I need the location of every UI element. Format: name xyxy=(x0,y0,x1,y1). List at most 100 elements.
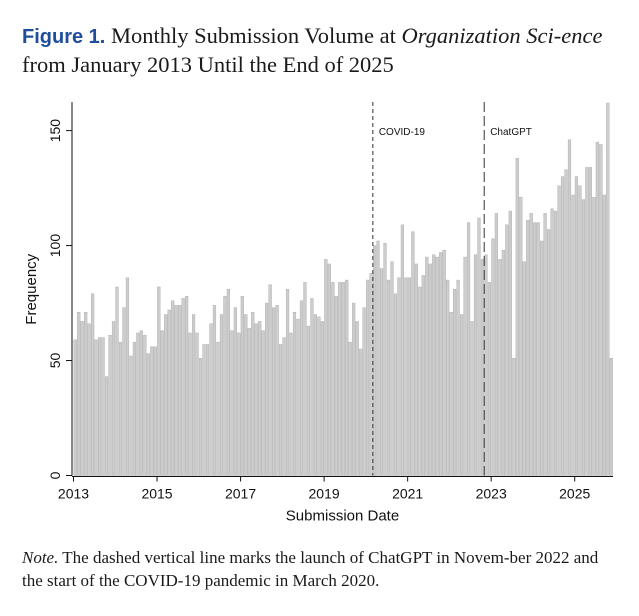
x-tick-label: 2013 xyxy=(58,486,89,502)
bar xyxy=(557,185,561,476)
bar xyxy=(157,286,161,476)
bar xyxy=(320,321,324,476)
bar xyxy=(599,144,603,476)
note-label: Note. xyxy=(22,548,59,567)
bar xyxy=(101,337,105,476)
bar xyxy=(359,348,363,476)
bar xyxy=(442,249,446,476)
y-axis-label: Frequency xyxy=(23,253,40,324)
bar xyxy=(334,295,338,476)
bar xyxy=(317,316,321,476)
bar xyxy=(428,263,432,476)
bar xyxy=(146,353,150,476)
bar xyxy=(327,263,331,476)
bar xyxy=(108,335,112,476)
bar xyxy=(383,243,387,476)
bar xyxy=(205,344,210,476)
bar xyxy=(202,344,206,476)
bar xyxy=(226,289,230,476)
submission-chart: COVID-19 ChatGPT 0 50 100 150 Frequency 2013 20… xyxy=(23,102,613,525)
bar xyxy=(94,339,98,476)
bar xyxy=(435,256,439,476)
bar xyxy=(289,332,293,476)
x-tick-label: 2025 xyxy=(559,486,590,502)
bar xyxy=(595,141,599,476)
bar xyxy=(296,318,300,476)
bar xyxy=(456,279,460,476)
bar xyxy=(585,167,589,476)
bar xyxy=(254,323,258,476)
bar xyxy=(536,222,540,476)
bar xyxy=(487,282,492,476)
bar xyxy=(331,282,335,476)
bar xyxy=(473,254,478,476)
annotation-label: COVID-19 xyxy=(379,127,426,138)
bar xyxy=(240,295,244,476)
bar xyxy=(386,279,391,476)
y-tick-label: 150 xyxy=(47,119,63,143)
figure-label: Figure 1. xyxy=(22,26,106,48)
bar xyxy=(219,314,224,476)
x-tick-label: 2015 xyxy=(141,486,172,502)
bar xyxy=(324,259,328,476)
bar xyxy=(564,169,568,476)
figure-title-part1: Monthly Submission Volume at xyxy=(110,23,402,48)
bar xyxy=(470,321,474,476)
bar xyxy=(418,286,422,476)
bar xyxy=(167,309,171,476)
bar xyxy=(136,332,140,476)
x-tick-label: 2021 xyxy=(392,486,423,502)
bar xyxy=(501,249,505,476)
bar xyxy=(132,341,137,476)
bar xyxy=(484,254,488,476)
annotation-label: ChatGPT xyxy=(490,127,532,138)
bar xyxy=(519,197,523,476)
bar xyxy=(265,302,269,476)
bar xyxy=(171,300,175,476)
bar xyxy=(508,210,512,476)
bar xyxy=(198,358,203,476)
bar xyxy=(181,298,185,476)
bar xyxy=(111,321,116,476)
bar xyxy=(230,330,234,476)
bar xyxy=(104,376,109,476)
bar xyxy=(282,337,286,476)
bar xyxy=(178,305,182,476)
bar xyxy=(247,328,251,476)
bar xyxy=(407,277,411,476)
bar xyxy=(379,268,384,476)
bar xyxy=(425,256,429,476)
bar xyxy=(529,213,533,476)
bar xyxy=(494,213,498,476)
bar xyxy=(292,312,297,476)
bar xyxy=(258,321,262,476)
bar xyxy=(77,312,81,476)
bar xyxy=(553,210,558,476)
bar xyxy=(609,358,613,476)
bar xyxy=(251,312,255,476)
bar xyxy=(303,282,307,476)
y-tick-label: 50 xyxy=(47,353,63,369)
bar xyxy=(115,286,119,476)
bar xyxy=(390,261,394,476)
bar xyxy=(216,341,220,476)
axes-layer: 0 50 100 150 Frequency 2013 2015 2017 2019 2021 20… xyxy=(23,102,613,525)
bar xyxy=(268,284,272,476)
bar xyxy=(411,231,415,476)
bar xyxy=(164,314,168,476)
bar xyxy=(588,167,592,476)
bar xyxy=(602,194,606,476)
bar xyxy=(338,282,342,476)
bar xyxy=(543,213,547,476)
bar xyxy=(185,295,189,476)
bar xyxy=(355,321,359,476)
bar xyxy=(477,217,481,476)
bar xyxy=(578,185,582,476)
bar xyxy=(261,330,265,476)
figure-title-part2: from January 2013 Until the End of 2025 xyxy=(22,52,394,77)
bar xyxy=(421,275,425,476)
figure-title: Figure 1. Monthly Submission Volume at O… xyxy=(22,22,622,79)
bar xyxy=(160,330,164,476)
bar xyxy=(446,279,450,476)
bar xyxy=(400,224,405,476)
